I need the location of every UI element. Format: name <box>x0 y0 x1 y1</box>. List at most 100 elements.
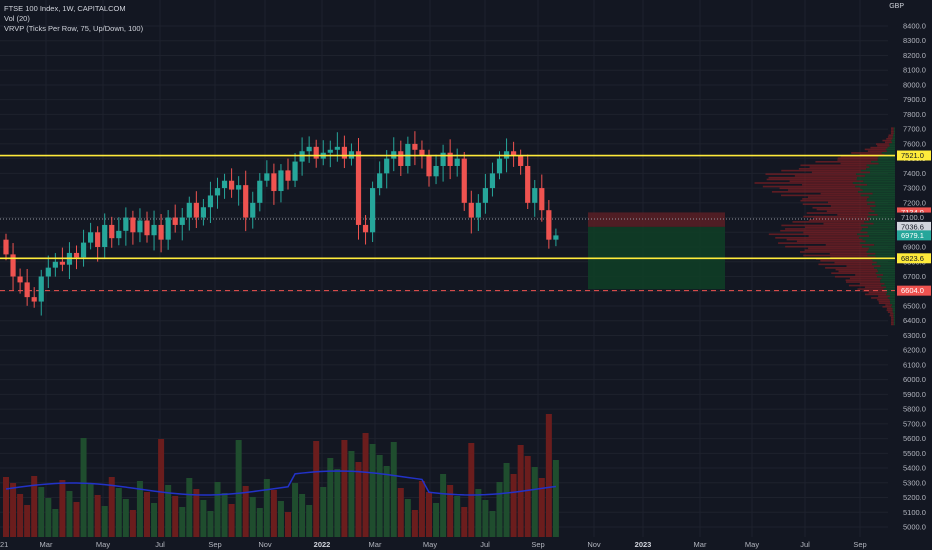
resistance-price-tag <box>897 150 931 161</box>
price-tick-label: 5500.0 <box>903 449 926 458</box>
volume-profile <box>754 127 895 326</box>
candle-body <box>264 173 270 181</box>
vp-sell-bar <box>765 173 857 175</box>
vp-sell-bar <box>809 166 870 168</box>
vp-buy-bar <box>889 298 895 301</box>
vp-buy-bar <box>892 309 895 312</box>
candle-body <box>250 202 256 218</box>
vp-buy-bar <box>890 302 895 305</box>
volume-bar <box>461 507 468 537</box>
candle-body <box>151 224 157 236</box>
vp-buy-bar <box>856 178 895 181</box>
candle-body <box>426 155 432 177</box>
vp-sell-bar <box>823 222 874 225</box>
candle-body <box>221 180 228 189</box>
candle-body <box>236 185 242 190</box>
vp-buy-bar <box>891 305 895 308</box>
candle-body <box>207 195 214 208</box>
vp-sell-bar <box>812 206 871 209</box>
volume-bar <box>94 495 101 537</box>
vp-sell-bar <box>868 291 888 294</box>
price-tick-label: 6500.0 <box>903 301 926 310</box>
volume-bars <box>3 414 559 537</box>
vp-buy-bar <box>893 323 895 326</box>
vp-buy-bar <box>876 275 895 278</box>
vp-sell-bar <box>831 272 876 274</box>
volume-bar <box>256 508 263 537</box>
vp-sell-bar <box>878 302 891 305</box>
vp-buy-bar <box>893 320 895 322</box>
volume-bar <box>200 500 207 537</box>
candle-body <box>88 232 94 243</box>
vp-buy-bar <box>893 127 895 129</box>
vp-sell-bar <box>837 157 878 160</box>
time-axis-label: May <box>96 540 110 549</box>
vp-sell-bar <box>825 267 875 269</box>
vp-buy-bar <box>864 175 895 177</box>
legend-volume[interactable]: Vol (20) <box>4 14 30 23</box>
vp-buy-bar <box>892 307 895 310</box>
vp-buy-bar <box>875 272 895 274</box>
vp-sell-bar <box>886 137 893 140</box>
vp-buy-bar <box>884 282 895 285</box>
volume-bar <box>341 440 348 537</box>
last-price-tag <box>897 230 931 241</box>
candle-body <box>532 188 538 203</box>
candle-body <box>3 239 9 255</box>
vp-sell-bar <box>891 321 894 324</box>
vp-buy-bar <box>860 194 895 197</box>
volume-bar <box>38 487 45 537</box>
candle-body <box>285 170 291 181</box>
vp-sell-bar <box>808 219 870 221</box>
vp-sell-bar <box>826 210 875 213</box>
vp-buy-bar <box>870 171 895 174</box>
vp-sell-bar <box>775 237 860 239</box>
legend-vrvp[interactable]: VRVP (Ticks Per Row, 75, Up/Down, 100) <box>4 24 144 33</box>
vp-sell-bar <box>891 320 894 322</box>
vp-buy-bar <box>893 314 895 317</box>
vp-sell-bar <box>855 274 884 276</box>
vp-buy-bar <box>893 313 895 315</box>
candle-body <box>377 173 383 189</box>
candle-body <box>489 173 496 189</box>
candle-body <box>278 170 284 192</box>
volume-bar <box>454 496 461 537</box>
volume-bar <box>369 444 376 537</box>
volume-bar <box>73 502 80 537</box>
vp-sell-bar <box>778 242 860 244</box>
vp-buy-bar <box>889 145 895 147</box>
candle-body <box>370 188 376 233</box>
volume-bar <box>510 474 517 537</box>
volume-bar <box>404 499 411 537</box>
candle-body <box>433 165 439 177</box>
vp-sell-bar <box>870 146 888 149</box>
candle-body <box>38 276 44 302</box>
candle-body <box>102 224 108 248</box>
stop-price-label: 7134.9 <box>901 208 924 217</box>
price-tick-label: 7200.0 <box>903 198 926 207</box>
vp-buy-bar <box>866 251 895 253</box>
candle-body <box>200 207 206 218</box>
candle-body <box>31 297 37 302</box>
resistance-price-label: 7521.0 <box>901 151 924 160</box>
vp-sell-bar <box>871 297 888 299</box>
volume-bar <box>179 507 186 537</box>
candle-body <box>384 158 390 174</box>
vp-buy-bar <box>885 148 895 151</box>
vp-buy-bar <box>875 256 895 259</box>
legend-symbol[interactable]: FTSE 100 Index, 1W, CAPITALCOM <box>4 4 126 13</box>
vp-sell-bar <box>846 265 881 267</box>
vp-buy-bar <box>881 277 895 280</box>
volume-bar <box>228 504 235 537</box>
vp-buy-bar <box>867 231 895 234</box>
vp-buy-bar <box>860 169 895 172</box>
price-tick-label: 7800.0 <box>903 110 926 119</box>
price-tick-label: 7300.0 <box>903 184 926 193</box>
vp-sell-bar <box>884 141 892 144</box>
vp-sell-bar <box>891 129 894 131</box>
volume-bar <box>411 510 418 537</box>
volume-bar <box>87 484 94 537</box>
volume-bar <box>285 512 291 537</box>
volume-bar <box>151 503 158 537</box>
